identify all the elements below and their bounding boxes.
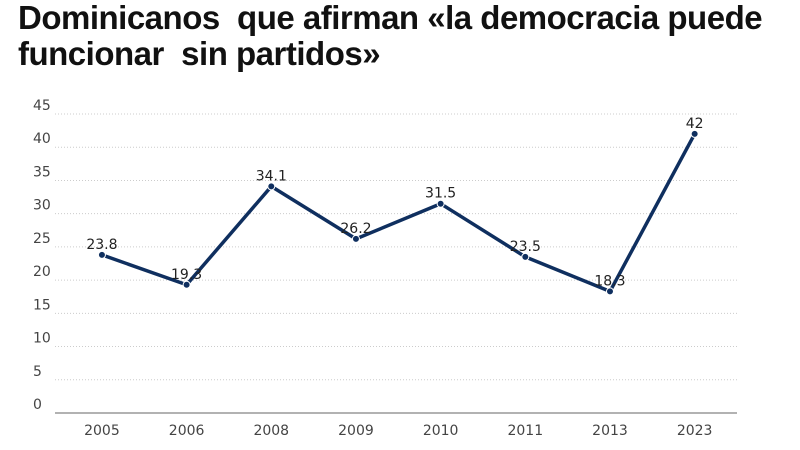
data-label: 26.2 [340, 221, 371, 237]
point [605, 287, 614, 296]
y-tick-label: 40 [33, 131, 51, 147]
y-tick-label: 15 [33, 297, 51, 313]
x-tick-label: 2010 [423, 423, 459, 439]
x-tick-label: 2005 [84, 423, 120, 439]
x-tick-label: 2006 [169, 423, 205, 439]
point [182, 280, 191, 289]
y-tick-label: 20 [33, 264, 51, 280]
point [690, 129, 699, 138]
y-tick-label: 5 [33, 364, 42, 380]
x-tick-label: 2009 [338, 423, 374, 439]
point [351, 234, 360, 243]
line [101, 133, 697, 294]
y-tick-label: 25 [33, 231, 51, 247]
data-label: 23.5 [510, 239, 541, 255]
data-label: 34.1 [256, 168, 287, 184]
y-tick-label: 10 [33, 331, 51, 347]
point [521, 252, 530, 261]
x-tick-label: 2011 [507, 423, 543, 439]
y-tick-label: 30 [33, 198, 51, 214]
data-label: 23.8 [86, 237, 117, 253]
data-label: 18.3 [594, 273, 625, 289]
point [267, 182, 276, 191]
x-tick-label: 2023 [677, 423, 713, 439]
y-tick-label: 0 [33, 397, 42, 413]
y-tick-label: 45 [33, 98, 51, 114]
x-tick-label: 2008 [253, 423, 289, 439]
data-label: 19.3 [171, 267, 202, 283]
point [436, 199, 445, 208]
point [97, 250, 106, 259]
data-label: 42 [686, 116, 704, 132]
y-tick-label: 35 [33, 164, 51, 180]
x-tick-label: 2013 [592, 423, 628, 439]
data-label: 31.5 [425, 186, 456, 202]
chart-title: Dominicanos que afirman «la democracia p… [18, 0, 771, 72]
